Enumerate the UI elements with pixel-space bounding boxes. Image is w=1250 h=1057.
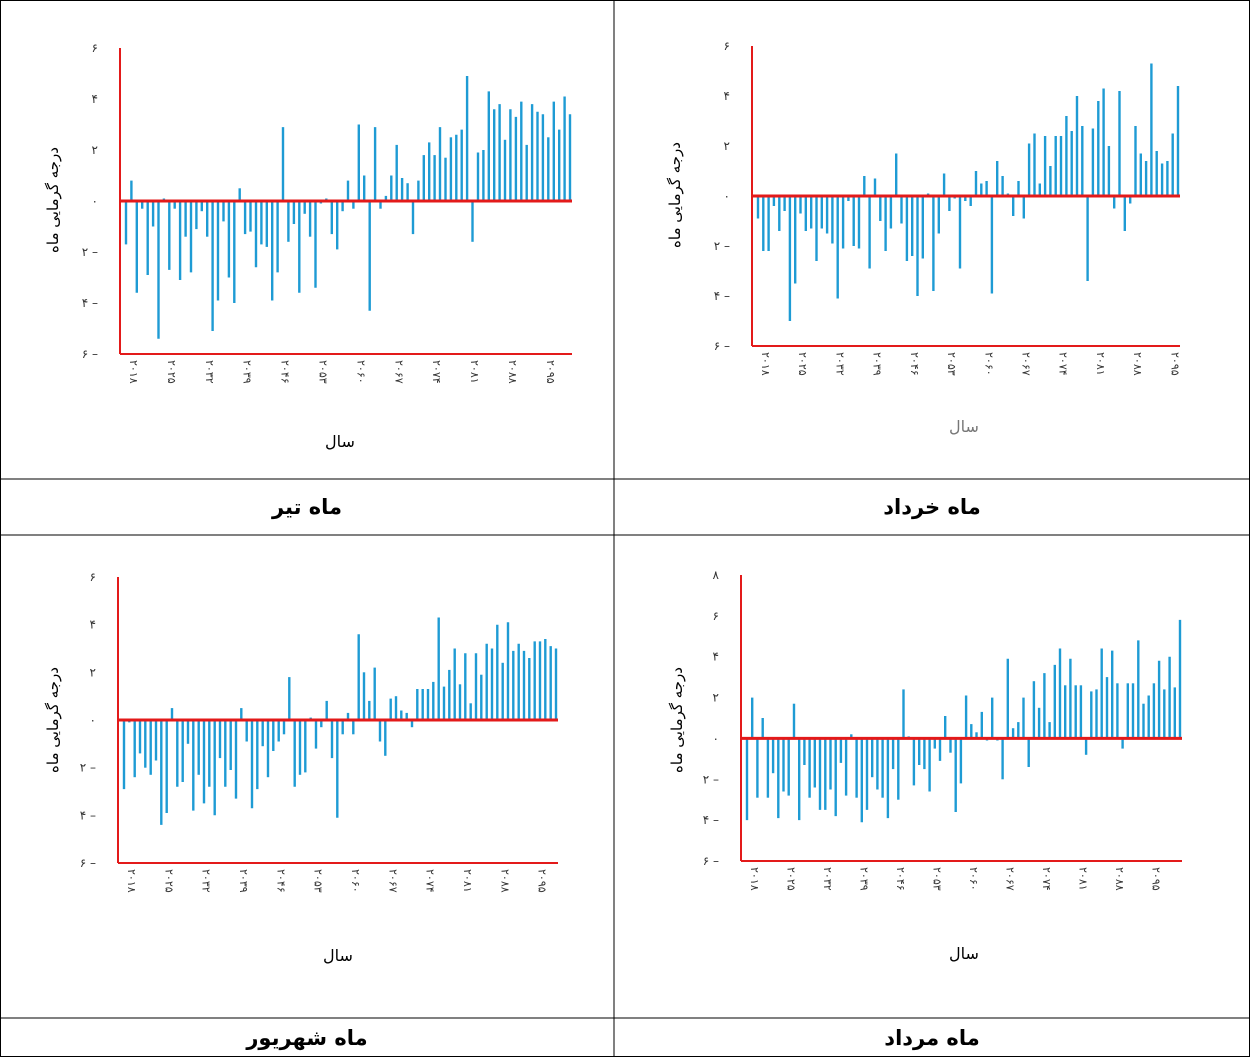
x-tick-label: ۲۰۸۱ [461, 869, 474, 893]
y-tick-label: ۲ – [714, 239, 730, 253]
x-tick-label: ۲۰۵۳ [931, 867, 944, 891]
x-tick-label: ۲۰۸۱ [1094, 352, 1107, 376]
chart-shahrivar: درجه گرمایی ماه سال ۶ ۴ ۲ ۰ ۲ – ۴ – ۶ – ۲۰۱۸ ۲۰۲… [0, 535, 614, 1018]
y-tick-label: ۰ [724, 189, 730, 203]
x-axis-label: سال [325, 432, 355, 451]
x-tick-label: ۲۰۴۶ [279, 360, 292, 384]
y-tick-label: ۴ [92, 92, 98, 106]
chart-mordad: درجه گرمایی ماه سال ۸ ۶ ۴ ۲ ۰ ۲ – ۴ – ۶ – ۲۰۱۸ ۲۰… [614, 535, 1250, 1018]
y-tick-label: ۲ [92, 143, 98, 157]
x-tick-label: ۲۰۴۶ [908, 352, 921, 376]
x-tick-label: ۲۰۹۵ [1168, 352, 1181, 376]
y-tick-label: ۰ [92, 194, 98, 208]
x-tick-label: ۲۰۲۵ [165, 360, 178, 384]
caption-shahrivar: ماه شهریور [0, 1018, 614, 1057]
y-tick-label: ۶ – [80, 856, 96, 870]
x-tick-label: ۲۰۵۳ [945, 352, 958, 376]
y-tick-label: ۴ – [80, 808, 96, 822]
y-tick-label: ۸ [713, 568, 720, 582]
x-tick-label: ۲۰۸۸ [498, 869, 511, 893]
y-tick-label: ۶ [724, 39, 730, 53]
x-tick-label: ۲۰۶۷ [386, 869, 399, 893]
caption-mordad: ماه مرداد [614, 1018, 1250, 1057]
x-tick-label: ۲۰۷۴ [424, 869, 437, 893]
x-tick-label: ۲۰۶۰ [967, 867, 980, 891]
x-tick-label: ۲۰۵۳ [317, 360, 330, 384]
y-tick-label: ۰ [713, 731, 719, 745]
x-tick-label: ۲۰۶۷ [1020, 352, 1033, 376]
x-tick-label: ۲۰۹۵ [544, 360, 557, 384]
y-tick-label: ۶ – [82, 347, 98, 361]
y-tick-label: ۴ [713, 650, 719, 664]
x-tick-label: ۲۰۸۸ [506, 360, 519, 384]
x-tick-label: ۲۰۶۰ [354, 360, 367, 384]
y-axis-label: درجه گرمایی ماه [666, 142, 684, 248]
x-tick-label: ۲۰۱۸ [127, 360, 140, 384]
x-tick-label: ۲۰۹۵ [1150, 867, 1163, 891]
x-tick-label: ۲۰۱۸ [759, 352, 772, 376]
y-tick-label: ۴ [724, 89, 730, 103]
x-tick-label: ۲۰۶۰ [349, 869, 362, 893]
y-tick-label: ۶ [90, 570, 96, 584]
x-tick-label: ۲۰۱۸ [125, 869, 138, 893]
x-tick-label: ۲۰۸۸ [1131, 352, 1144, 376]
x-tick-label: ۲۰۳۲ [833, 352, 846, 376]
x-tick-label: ۲۰۲۵ [162, 869, 175, 893]
x-tick-label: ۲۰۶۷ [392, 360, 405, 384]
y-tick-label: ۰ [90, 713, 96, 727]
caption-khordad: ماه خرداد [614, 479, 1250, 535]
y-tick-label: ۶ [92, 41, 98, 55]
x-tick-label: ۲۰۶۰ [982, 352, 995, 376]
x-tick-label: ۲۰۵۳ [312, 869, 325, 893]
x-tick-label: ۲۰۳۹ [237, 869, 250, 893]
y-tick-label: ۴ [90, 618, 96, 632]
x-tick-label: ۲۰۲۵ [785, 867, 798, 891]
x-tick-label: ۲۰۷۴ [1040, 867, 1053, 891]
y-tick-label: ۲ – [80, 761, 96, 775]
y-tick-label: ۶ [713, 609, 719, 623]
y-axis-label: درجه گرمایی ماه [44, 147, 62, 253]
x-tick-label: ۲۰۸۱ [1077, 867, 1090, 891]
x-tick-label: ۲۰۸۸ [1113, 867, 1126, 891]
x-tick-label: ۲۰۳۹ [858, 867, 871, 891]
x-tick-label: ۲۰۳۲ [821, 867, 834, 891]
y-tick-label: ۲ [724, 139, 730, 153]
x-tick-label: ۲۰۳۲ [200, 869, 213, 893]
x-tick-label: ۲۰۳۲ [203, 360, 216, 384]
x-axis-label: سال [949, 417, 979, 436]
y-tick-label: ۴ – [703, 813, 719, 827]
x-tick-label: ۲۰۷۴ [1057, 352, 1070, 376]
y-tick-label: ۲ [713, 691, 719, 705]
x-tick-label: ۲۰۶۷ [1004, 867, 1017, 891]
x-tick-label: ۲۰۸۱ [468, 360, 481, 384]
x-tick-label: ۲۰۱۸ [748, 867, 761, 891]
y-tick-label: ۲ – [82, 245, 98, 259]
y-axis-label: درجه گرمایی ماه [44, 667, 62, 773]
caption-tir: ماه تیر [0, 479, 614, 535]
x-axis-label: سال [323, 946, 353, 965]
x-tick-label: ۲۰۳۹ [871, 352, 884, 376]
x-tick-label: ۲۰۴۶ [894, 867, 907, 891]
y-tick-label: ۲ – [703, 772, 719, 786]
x-tick-label: ۲۰۷۴ [430, 360, 443, 384]
x-tick-label: ۲۰۲۵ [796, 352, 809, 376]
y-tick-label: ۶ – [714, 339, 730, 353]
chart-khordad: درجه گرمایی ماه سال ۶ ۴ ۲ ۰ ۲ – ۴ – ۶ – ۲۰۱۸ ۲۰۲… [614, 0, 1250, 479]
y-tick-label: ۲ [90, 665, 96, 679]
chart-tir: درجه گرمایی ماه سال ۶ ۴ ۲ ۰ ۲ – ۴ – ۶ – ۲۰۱۸ ۲۰۲… [0, 0, 614, 479]
y-tick-label: ۶ – [703, 854, 719, 868]
x-tick-label: ۲۰۹۵ [536, 869, 549, 893]
x-axis-label: سال [949, 944, 979, 963]
y-tick-label: ۴ – [82, 296, 98, 310]
y-tick-label: ۴ – [714, 289, 730, 303]
y-axis-label: درجه گرمایی ماه [668, 667, 686, 773]
x-tick-label: ۲۰۳۹ [241, 360, 254, 384]
x-tick-label: ۲۰۴۶ [274, 869, 287, 893]
